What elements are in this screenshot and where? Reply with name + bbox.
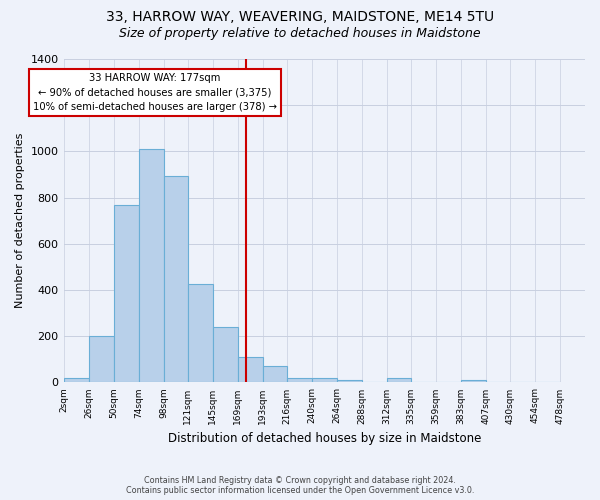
Bar xyxy=(164,176,188,382)
Bar xyxy=(64,378,89,382)
Bar xyxy=(263,366,287,382)
Bar xyxy=(212,327,238,382)
Text: Size of property relative to detached houses in Maidstone: Size of property relative to detached ho… xyxy=(119,28,481,40)
Text: Contains HM Land Registry data © Crown copyright and database right 2024.
Contai: Contains HM Land Registry data © Crown c… xyxy=(126,476,474,495)
Bar xyxy=(188,284,212,382)
Bar xyxy=(238,357,263,382)
Bar xyxy=(139,149,164,382)
Bar xyxy=(113,204,139,382)
Bar xyxy=(387,378,411,382)
Bar xyxy=(461,380,486,382)
Bar xyxy=(312,378,337,382)
Bar xyxy=(337,380,362,382)
Text: 33, HARROW WAY, WEAVERING, MAIDSTONE, ME14 5TU: 33, HARROW WAY, WEAVERING, MAIDSTONE, ME… xyxy=(106,10,494,24)
Bar xyxy=(287,378,312,382)
Y-axis label: Number of detached properties: Number of detached properties xyxy=(15,133,25,308)
X-axis label: Distribution of detached houses by size in Maidstone: Distribution of detached houses by size … xyxy=(167,432,481,445)
Text: 33 HARROW WAY: 177sqm
← 90% of detached houses are smaller (3,375)
10% of semi-d: 33 HARROW WAY: 177sqm ← 90% of detached … xyxy=(33,73,277,112)
Bar xyxy=(89,336,113,382)
